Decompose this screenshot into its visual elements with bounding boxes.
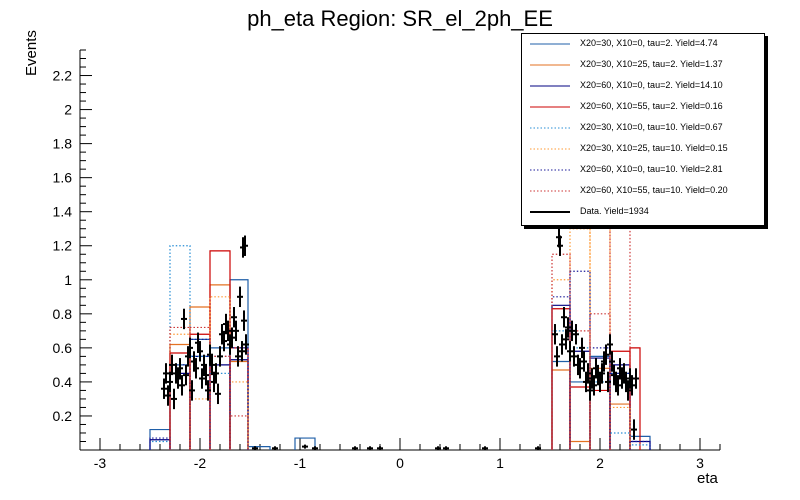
histogram-bin-series-6 — [229, 381, 249, 450]
histogram-bin-series-8 — [209, 355, 231, 450]
histogram-bin-series-4 — [569, 386, 591, 450]
y-tick-label: 0.6 — [53, 340, 73, 356]
histogram-bin-series-7 — [551, 296, 571, 450]
histogram-bin-series-2 — [609, 403, 631, 450]
x-tick-label: 2 — [596, 455, 604, 471]
y-tick-label: 1.8 — [53, 136, 73, 152]
legend-label: X20=60, X10=55, tau=2. Yield=0.16 — [580, 101, 723, 111]
x-axis-label: eta — [697, 470, 718, 487]
legend-swatch — [530, 169, 570, 171]
histogram-bin-series-8 — [169, 326, 191, 450]
x-tick-label: 0 — [396, 455, 404, 471]
histogram-bin-series-2 — [229, 360, 249, 450]
legend-swatch — [530, 148, 570, 150]
y-tick-label: 0.4 — [53, 374, 73, 390]
x-tick-label: 3 — [696, 455, 704, 471]
legend-label: X20=30, X10=0, tau=10. Yield=0.67 — [580, 122, 723, 132]
legend-swatch — [530, 106, 570, 108]
x-tick-label: -3 — [94, 455, 107, 471]
histogram-bin-series-6 — [589, 211, 611, 450]
y-tick-label: 0.2 — [53, 408, 73, 424]
legend: X20=30, X10=0, tau=2. Yield=4.74 X20=30, … — [521, 33, 765, 226]
legend-label: X20=30, X10=25, tau=10. Yield=0.15 — [580, 143, 728, 153]
y-tick-label: 0.8 — [53, 306, 73, 322]
legend-entry: X20=60, X10=55, tau=10. Yield=0.20 — [522, 181, 764, 202]
y-tick-label: 2.2 — [53, 68, 73, 84]
histogram-bin-series-8 — [189, 326, 211, 450]
histogram-bin-series-8 — [229, 415, 249, 450]
legend-swatch — [530, 85, 570, 87]
x-tick-label: 1 — [496, 455, 504, 471]
histogram-bin-series-8 — [609, 194, 631, 450]
histogram-bin-series-7 — [589, 347, 611, 450]
histogram-bin-series-7 — [189, 338, 211, 450]
histogram-bin-series-6 — [609, 406, 631, 450]
legend-entry: X20=30, X10=0, tau=10. Yield=0.67 — [522, 118, 764, 139]
legend-entry: Data. Yield=1934 — [522, 202, 764, 223]
histogram-bin-series-1 — [551, 360, 571, 450]
legend-swatch — [530, 64, 570, 66]
legend-swatch — [530, 190, 570, 192]
y-tick-label: 1.2 — [53, 238, 73, 254]
y-tick-label: 2 — [64, 102, 72, 118]
legend-entry: X20=60, X10=0, tau=10. Yield=2.81 — [522, 160, 764, 181]
legend-label: X20=60, X10=0, tau=2. Yield=14.10 — [580, 80, 723, 90]
histogram-bin-series-5 — [629, 444, 651, 450]
histogram-bin-series-6 — [569, 228, 591, 450]
legend-label: X20=60, X10=55, tau=10. Yield=0.20 — [580, 185, 728, 195]
legend-swatch — [530, 211, 570, 213]
y-tick-label: 1.6 — [53, 170, 73, 186]
histogram-bin-series-2 — [551, 369, 571, 450]
legend-label: X20=30, X10=25, tau=2. Yield=1.37 — [580, 59, 723, 69]
legend-entry: X20=60, X10=55, tau=2. Yield=0.16 — [522, 97, 764, 118]
legend-label: X20=30, X10=0, tau=2. Yield=4.74 — [580, 38, 718, 48]
x-tick-label: -1 — [294, 455, 307, 471]
legend-label: X20=60, X10=0, tau=10. Yield=2.81 — [580, 164, 723, 174]
legend-swatch — [530, 127, 570, 129]
legend-entry: X20=60, X10=0, tau=2. Yield=14.10 — [522, 76, 764, 97]
histogram-bin-series-1 — [294, 437, 316, 450]
legend-label: Data. Yield=1934 — [580, 206, 649, 216]
y-tick-label: 1 — [64, 272, 72, 288]
y-tick-label: 1.4 — [53, 204, 73, 220]
histogram-bin-series-3 — [229, 359, 249, 450]
histogram-bin-series-8 — [569, 330, 591, 450]
histogram-bin-series-7 — [149, 437, 171, 450]
legend-entry: X20=30, X10=0, tau=2. Yield=4.74 — [522, 34, 764, 55]
legend-entry: X20=30, X10=25, tau=10. Yield=0.15 — [522, 139, 764, 160]
chart-title: ph_eta Region: SR_el_2ph_EE — [247, 6, 553, 31]
x-tick-label: -2 — [194, 455, 207, 471]
legend-entry: X20=30, X10=25, tau=2. Yield=1.37 — [522, 55, 764, 76]
histogram-bin-series-1 — [247, 445, 271, 450]
legend-swatch — [530, 43, 570, 45]
